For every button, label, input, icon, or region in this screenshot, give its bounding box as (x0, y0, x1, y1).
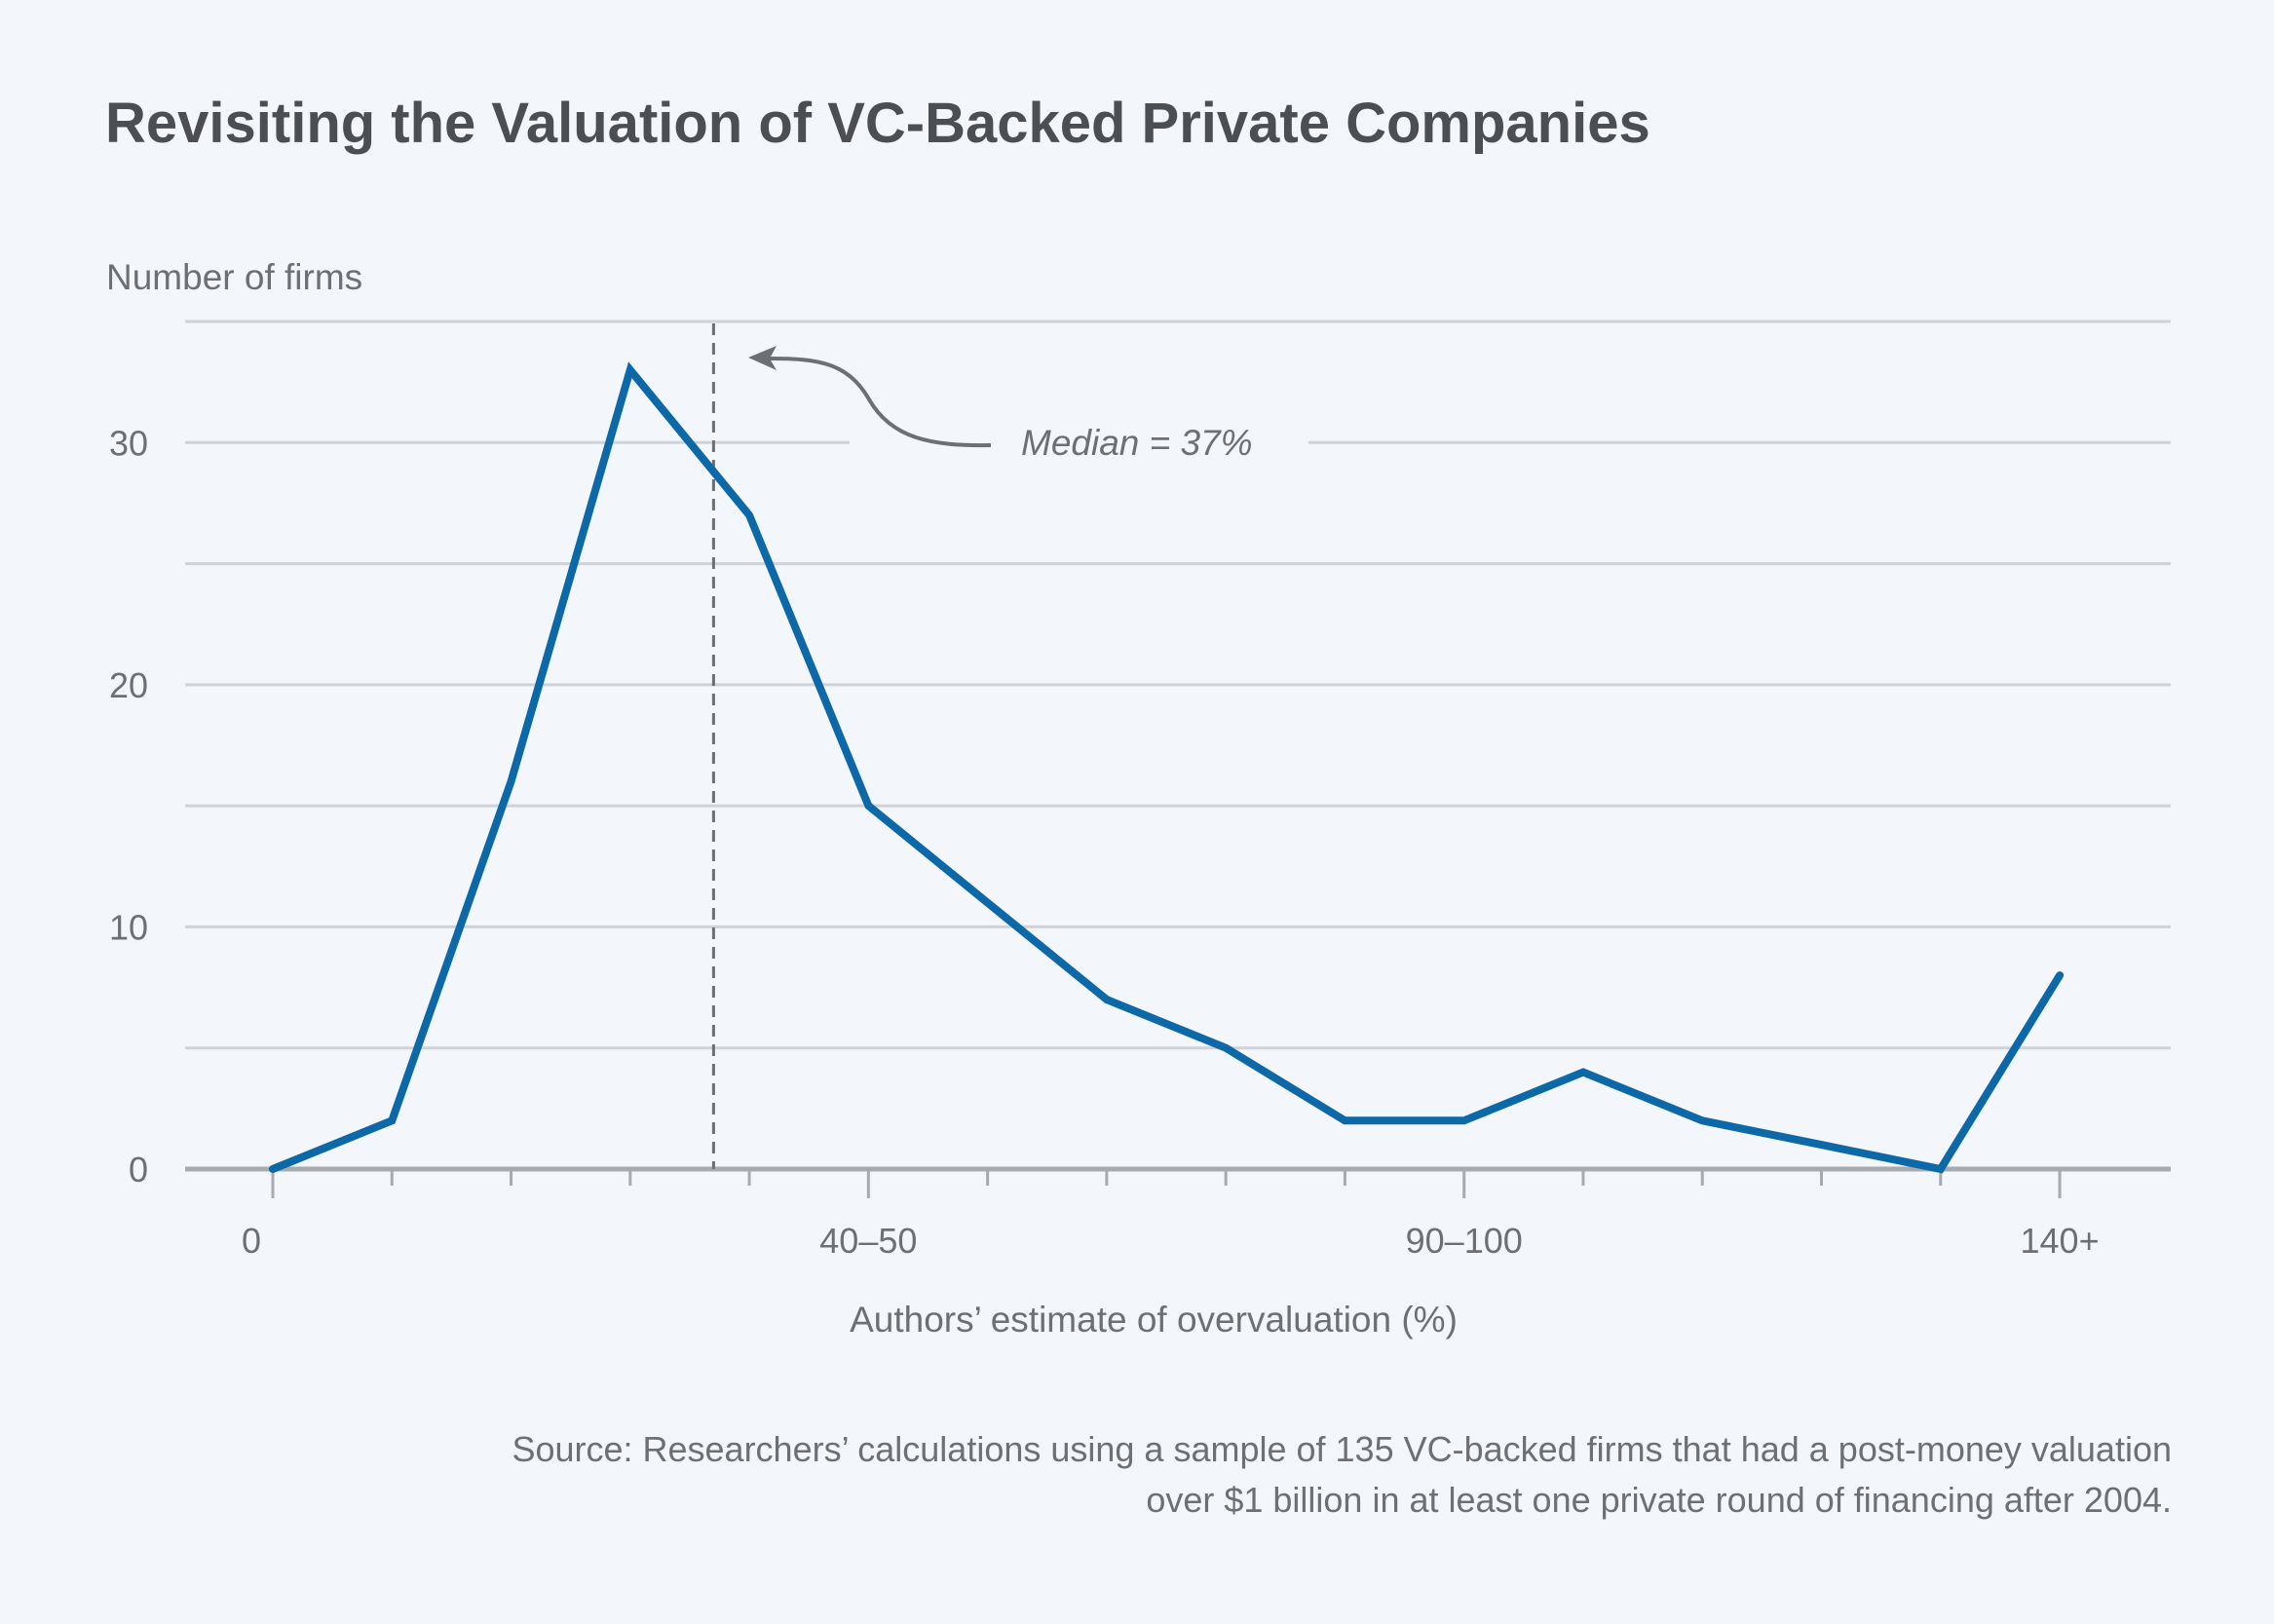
y-tick-labels: 0 10 20 30 (109, 423, 148, 1190)
y-tick-label: 20 (109, 665, 148, 705)
x-tick-label: 40–50 (819, 1221, 917, 1261)
chart-title: Revisiting the Valuation of VC-Backed Pr… (105, 92, 1650, 155)
y-tick-label: 30 (109, 423, 148, 463)
annotation-arrow (769, 357, 992, 448)
x-tick-label: 0 (242, 1221, 261, 1261)
gridlines (185, 320, 2171, 1050)
x-tick-label: 140+ (2021, 1221, 2100, 1261)
y-tick-label: 10 (109, 907, 148, 947)
arrow-head-icon (748, 346, 777, 370)
x-axis-label: Authors’ estimate of overvaluation (%) (850, 1300, 1458, 1340)
series-group (269, 361, 2065, 1174)
median-label: Median = 37% (1021, 423, 1253, 463)
x-tick-labels: 0 40–50 90–100 140+ (242, 1221, 2100, 1261)
x-axis (185, 1166, 2171, 1198)
y-axis-label: Number of firms (106, 257, 362, 297)
series-line (269, 361, 2065, 1174)
x-tick-label: 90–100 (1406, 1221, 1523, 1261)
median-annotation: Median = 37% (748, 346, 1253, 463)
source-line-1: Source: Researchers’ calculations using … (512, 1429, 2172, 1469)
source-line-2: over $1 billion in at least one private … (1146, 1480, 2172, 1520)
y-tick-label: 0 (129, 1150, 148, 1190)
